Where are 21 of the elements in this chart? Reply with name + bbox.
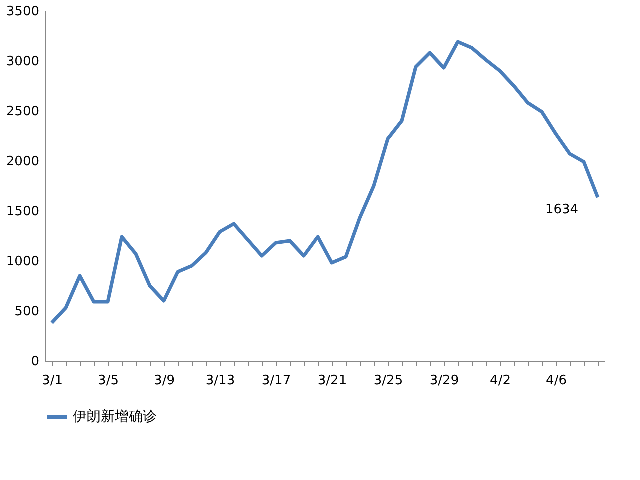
x-tick-label: 3/5 [98,374,119,388]
y-tick-label: 500 [14,304,40,320]
x-tick-label: 3/29 [430,374,460,388]
y-tick-label: 3500 [6,4,40,20]
x-tick-label: 4/2 [490,374,511,388]
y-tick-label: 0 [31,354,40,370]
x-tick-label: 3/17 [262,374,292,388]
x-tick-label: 3/21 [318,374,348,388]
y-tick-label: 2500 [6,104,40,120]
x-tick-label: 3/25 [374,374,404,388]
y-tick-label: 1000 [6,254,40,270]
x-tick-label: 3/13 [206,374,236,388]
line-series [50,40,600,325]
legend-label: 伊朗新增确诊 [73,409,157,425]
y-tick-label: 1500 [6,204,40,220]
y-tick-label: 3000 [6,54,40,70]
x-tick-label: 4/6 [546,374,567,388]
x-tick-label: 3/1 [42,374,63,388]
y-tick-label: 2000 [6,154,40,170]
x-tick-label: 3/9 [154,374,175,388]
text: 1634 [545,202,579,218]
